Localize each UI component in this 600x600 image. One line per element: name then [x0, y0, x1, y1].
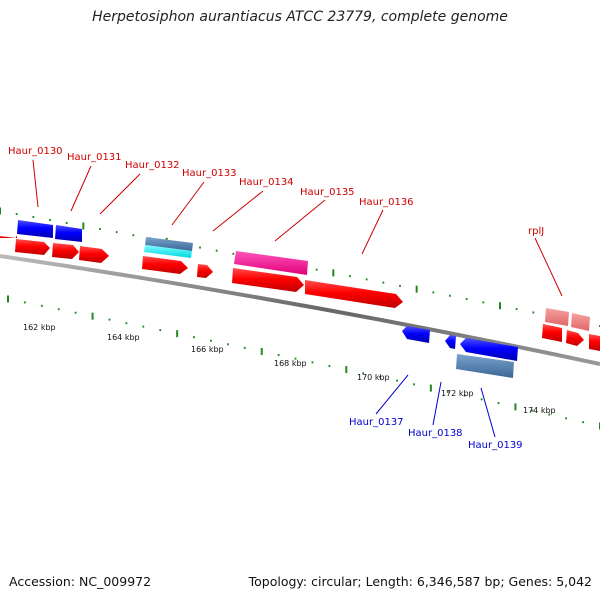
- cds-feature[interactable]: [542, 324, 562, 342]
- label-leader: [32, 159, 39, 208]
- scale-tick-track: [7, 295, 600, 430]
- label-leader: [375, 374, 409, 415]
- gene-label-haur-0131[interactable]: Haur_0131: [67, 152, 122, 163]
- forward-upper-features: [17, 220, 590, 331]
- cds-feature[interactable]: [571, 313, 590, 331]
- cds-feature[interactable]: [15, 239, 50, 255]
- cds-feature[interactable]: [197, 264, 213, 278]
- gene-label-haur-0133[interactable]: Haur_0133: [182, 168, 237, 179]
- label-leader: [432, 381, 442, 426]
- genome-summary-text: Topology: circular; Length: 6,346,587 bp…: [248, 574, 592, 589]
- cds-feature[interactable]: [234, 251, 308, 275]
- gene-label-haur-0132[interactable]: Haur_0132: [125, 160, 180, 171]
- gene-label-rplj[interactable]: rplJ: [528, 226, 544, 237]
- cds-feature[interactable]: [566, 330, 584, 346]
- gene-label-haur-0137[interactable]: Haur_0137: [349, 417, 404, 428]
- label-leader: [361, 209, 384, 255]
- label-leader: [99, 173, 141, 215]
- label-leader: [70, 165, 92, 212]
- label-leader: [212, 190, 264, 232]
- genome-backbone: [0, 254, 600, 366]
- cds-feature[interactable]: [0, 236, 17, 238]
- cds-feature[interactable]: [545, 308, 569, 326]
- scale-label: 168 kbp: [274, 359, 307, 368]
- gene-label-haur-0135[interactable]: Haur_0135: [300, 187, 355, 198]
- scale-label: 166 kbp: [191, 345, 224, 354]
- reverse-gene-labels: Haur_0137 Haur_0138 Haur_0139: [349, 374, 523, 451]
- cds-feature[interactable]: [589, 334, 600, 351]
- cds-feature[interactable]: [17, 220, 53, 238]
- cds-feature[interactable]: [52, 243, 79, 259]
- scale-label: 174 kbp: [523, 406, 556, 415]
- label-leader: [274, 199, 326, 242]
- gene-label-haur-0130[interactable]: Haur_0130: [8, 146, 63, 157]
- cds-feature[interactable]: [142, 256, 188, 274]
- forward-strand-features: [0, 236, 600, 351]
- accession-text: Accession: NC_009972: [9, 574, 152, 589]
- cds-feature[interactable]: [79, 246, 109, 263]
- forward-gene-labels: Haur_0130 Haur_0131 Haur_0132 Haur_0133 …: [8, 146, 563, 297]
- label-leader: [171, 181, 205, 226]
- cds-feature[interactable]: [144, 245, 192, 258]
- cds-feature[interactable]: [456, 354, 514, 378]
- scale-label: 164 kbp: [107, 333, 140, 342]
- gene-label-haur-0136[interactable]: Haur_0136: [359, 197, 414, 208]
- reverse-strand-features: [402, 326, 518, 378]
- label-leader: [480, 387, 496, 438]
- cds-feature[interactable]: [305, 280, 403, 308]
- scale-label: 172 kbp: [441, 389, 474, 398]
- cds-feature[interactable]: [145, 237, 193, 251]
- gene-label-haur-0139[interactable]: Haur_0139: [468, 440, 523, 451]
- cds-feature[interactable]: [460, 338, 518, 361]
- cds-feature[interactable]: [445, 335, 456, 349]
- cds-feature[interactable]: [402, 326, 430, 343]
- gene-label-haur-0134[interactable]: Haur_0134: [239, 177, 294, 188]
- cds-feature[interactable]: [55, 225, 82, 242]
- scale-labels: 162 kbp 164 kbp 166 kbp 168 kbp 170 kbp …: [23, 323, 556, 415]
- scale-label: 162 kbp: [23, 323, 56, 332]
- cds-feature[interactable]: [232, 268, 304, 292]
- map-title: Herpetosiphon aurantiacus ATCC 23779, co…: [92, 9, 508, 25]
- scale-label: 170 kbp: [357, 373, 390, 382]
- label-leader: [534, 237, 563, 297]
- gene-label-haur-0138[interactable]: Haur_0138: [408, 428, 463, 439]
